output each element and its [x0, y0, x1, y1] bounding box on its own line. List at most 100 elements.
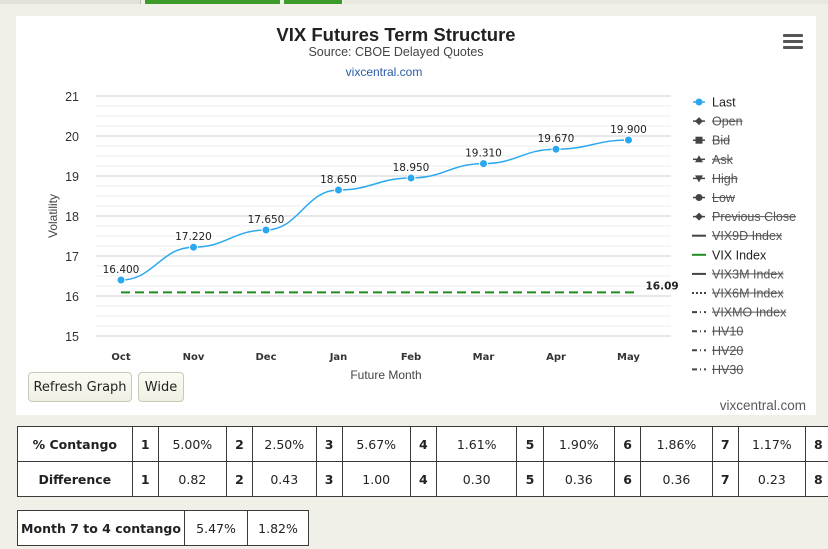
last-point-label: 18.950 [393, 162, 430, 174]
month-index-cell: 8 [804, 461, 828, 497]
month-index-cell: 5 [516, 461, 544, 497]
legend-circle-icon [695, 194, 703, 201]
credit-link[interactable]: vixcentral.com [346, 65, 423, 79]
legend-triangle-icon [695, 155, 703, 163]
legend-item[interactable]: VIXMO Index [692, 306, 787, 320]
watermark: vixcentral.com [719, 398, 806, 413]
month-index-cell: 8 [804, 426, 828, 462]
value-cell: 1.17% [737, 426, 806, 462]
month-index-cell: 2 [225, 426, 253, 462]
legend-item[interactable]: High [693, 172, 738, 186]
x-tick-label: Nov [183, 352, 205, 363]
y-axis: 15 16 17 18 19 20 21 [65, 90, 79, 344]
y-tick-label: 15 [65, 330, 79, 344]
legend-item[interactable]: VIX6M Index [692, 287, 784, 301]
y-tick-label: 16 [65, 290, 79, 304]
table-row: Month 7 to 4 contango 5.47% 1.82% [17, 510, 309, 546]
y-tick-label: 19 [65, 170, 79, 184]
last-point [406, 173, 416, 183]
month-contango-table: Month 7 to 4 contango 5.47% 1.82% [17, 510, 309, 546]
chart-menu-icon[interactable] [783, 34, 803, 50]
chart-subtitle: Source: CBOE Delayed Quotes [308, 45, 483, 59]
legend-item[interactable]: Ask [693, 153, 734, 167]
top-tab-strip [0, 0, 828, 4]
x-tick-label: Jan [329, 352, 348, 363]
last-point [189, 242, 198, 252]
y-axis-title: Volatility [46, 194, 60, 238]
legend-item[interactable]: Low [693, 191, 736, 205]
last-point [479, 159, 488, 169]
x-tick-label: Feb [401, 352, 421, 363]
x-tick-label: Apr [546, 352, 566, 363]
legend-item[interactable]: HV20 [692, 344, 743, 358]
x-tick-label: May [617, 352, 640, 363]
legend-diamond-icon [695, 117, 703, 126]
refresh-graph-button[interactable]: Refresh Graph [28, 372, 132, 402]
legend-item[interactable]: HV10 [692, 325, 743, 339]
last-point [624, 135, 633, 145]
value-cell: 5.47% [184, 510, 248, 546]
month-index-cell: 6 [614, 461, 642, 497]
last-point-label: 18.650 [320, 174, 357, 186]
month-index-cell: 7 [711, 461, 739, 497]
value-cell: 0.36 [640, 461, 713, 497]
chart-legend: Last Open Bid Ask High Low Previous Close VIX9D… [692, 96, 796, 377]
row-header: % Contango [17, 426, 133, 462]
value-cell: 0.23 [737, 461, 806, 497]
last-point-label: 19.900 [610, 124, 647, 136]
last-point-label: 19.670 [538, 133, 575, 145]
legend-label: Open [712, 115, 743, 129]
x-axis: Oct Nov Dec Jan Feb Mar Apr May [111, 352, 640, 363]
value-cell: 1.00 [341, 461, 411, 497]
last-point-label: 17.220 [175, 231, 212, 243]
value-cell: 0.30 [435, 461, 518, 497]
wide-button[interactable]: Wide [138, 372, 184, 402]
tab-active[interactable] [145, 0, 280, 4]
y-tick-label: 17 [65, 250, 79, 264]
last-point-label: 19.310 [465, 148, 502, 160]
month-index-cell: 3 [315, 461, 343, 497]
month-index-cell: 5 [516, 426, 544, 462]
tab-spacer [344, 0, 828, 4]
month-index-cell: 4 [409, 426, 437, 462]
x-tick-label: Dec [255, 352, 276, 363]
value-cell: 1.82% [247, 510, 309, 546]
row-header: Difference [17, 461, 133, 497]
x-tick-label: Mar [473, 352, 495, 363]
x-axis-title: Future Month [350, 368, 421, 382]
month-index-cell: 6 [614, 426, 642, 462]
month-index-cell: 1 [131, 426, 159, 462]
chart-series: 16.09 16.400 17.220 17.650 18.650 18.950 19.31… [103, 124, 679, 294]
legend-triangle-down-icon [695, 175, 703, 183]
legend-item[interactable]: VIX9D Index [692, 229, 783, 243]
value-cell: 5.67% [341, 426, 411, 462]
legend-item[interactable]: Previous Close [693, 210, 796, 224]
chart-title: VIX Futures Term Structure [276, 24, 515, 45]
value-cell: 2.50% [251, 426, 317, 462]
legend-item[interactable]: Bid [693, 134, 730, 148]
tab-inactive[interactable] [0, 0, 141, 4]
chart-panel: 15 16 17 18 19 20 21 Oct Nov Dec Jan Feb Mar Apr May … [16, 16, 816, 415]
legend-diamond-icon [695, 212, 703, 221]
last-point [116, 275, 126, 285]
value-cell: 5.00% [157, 426, 227, 462]
legend-item[interactable]: HV30 [692, 363, 743, 377]
value-cell: 0.82 [157, 461, 227, 497]
month-index-cell: 3 [315, 426, 343, 462]
last-series-line [120, 139, 629, 281]
legend-item[interactable]: Open [693, 115, 743, 129]
last-point [334, 185, 343, 195]
vix-index-label: 16.09 [646, 280, 679, 292]
tab-active-secondary[interactable] [284, 0, 342, 4]
legend-item[interactable]: Last [693, 96, 736, 110]
y-tick-label: 21 [65, 90, 79, 104]
y-tick-label: 18 [65, 210, 79, 224]
legend-item[interactable]: VIX3M Index [692, 267, 784, 281]
value-cell: 1.90% [542, 426, 616, 462]
chart-gridlines [96, 95, 671, 337]
legend-item[interactable]: VIX Index [692, 248, 767, 262]
table-row: Difference 1 0.82 2 0.43 3 1.00 4 0.30 5 0.36 6 0.36… [17, 461, 828, 497]
contango-table: % Contango 1 5.00% 2 2.50% 3 5.67% 4 1.61% 5 1.90%… [17, 426, 828, 497]
last-point [551, 144, 561, 154]
